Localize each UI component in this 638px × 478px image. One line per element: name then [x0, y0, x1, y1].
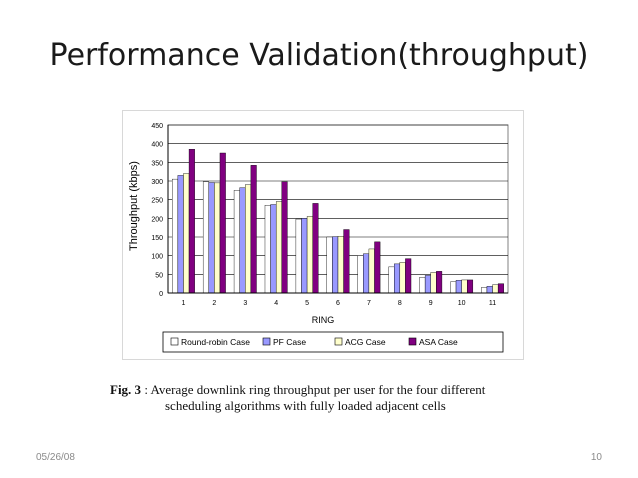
bar [388, 266, 395, 294]
footer-page-number: 10 [590, 452, 602, 463]
bar [326, 236, 333, 294]
bar [214, 182, 221, 294]
axis-layer: 0 50 100 150 200 250 300 350 400 450 1 2 3 4 5 6 7 8 9 10 11 [151, 123, 508, 307]
bar [250, 165, 257, 294]
bar [177, 175, 184, 294]
bar [208, 182, 215, 294]
bar [374, 241, 381, 294]
legend-swatch [408, 337, 417, 346]
x-tick-label: 8 [398, 300, 402, 307]
bar [245, 184, 252, 294]
legend-swatch [334, 337, 343, 346]
figure-caption: Fig. 3 : Average downlink ring throughpu… [110, 382, 550, 414]
bar [363, 253, 370, 294]
bar [455, 280, 462, 294]
bars-layer [172, 149, 504, 294]
bar [368, 248, 375, 294]
y-tick-label: 200 [151, 216, 163, 223]
x-tick-label: 6 [336, 300, 340, 307]
bar [486, 286, 493, 294]
caption-figure-number: Fig. 3 [110, 382, 142, 397]
y-tick-label: 300 [151, 179, 163, 186]
legend: Round-robin Case PF Case ACG Case ASA Case [162, 331, 504, 353]
legend-label: ASA Case [419, 337, 458, 347]
bar [233, 190, 240, 294]
x-tick-label: 11 [489, 300, 496, 307]
bar [332, 236, 339, 294]
bar [394, 263, 401, 294]
throughput-bar-chart: 0 50 100 150 200 250 300 350 400 450 1 2 3 4 5 6 7 8 9 10 11… [128, 123, 509, 353]
bar [481, 287, 488, 294]
y-tick-label: 450 [151, 123, 163, 130]
caption-line-1: : Average downlink ring throughput per u… [141, 382, 486, 397]
bar [270, 204, 277, 294]
bar [295, 218, 302, 294]
bar [202, 181, 209, 294]
bar [497, 283, 504, 294]
y-tick-label: 100 [151, 254, 163, 261]
bar [436, 271, 443, 294]
bar [264, 205, 271, 294]
x-tick-label: 5 [305, 300, 309, 307]
x-tick-label: 1 [182, 300, 186, 307]
bar [492, 284, 499, 294]
bar [343, 229, 350, 294]
y-tick-label: 400 [151, 142, 163, 149]
bar [239, 187, 246, 294]
bar [357, 255, 364, 294]
bar [467, 279, 474, 294]
bar [399, 262, 406, 294]
bar [219, 152, 226, 294]
bar [419, 277, 426, 294]
legend-box [162, 331, 504, 353]
bar [183, 173, 190, 294]
x-tick-label: 2 [212, 300, 216, 307]
y-tick-label: 250 [151, 198, 163, 205]
y-tick-label: 150 [151, 235, 163, 242]
legend-swatch [170, 337, 179, 346]
footer-date: 05/26/08 [36, 452, 75, 463]
bar [450, 281, 457, 294]
bar [430, 272, 437, 294]
bar [461, 279, 468, 294]
legend-label: ACG Case [345, 337, 386, 347]
x-tick-label: 9 [429, 300, 433, 307]
bar [306, 216, 313, 294]
legend-label: Round-robin Case [181, 337, 250, 347]
y-tick-label: 0 [159, 291, 163, 298]
x-tick-label: 10 [458, 300, 466, 307]
y-tick-label: 350 [151, 160, 163, 167]
slide-title: Performance Validation(throughput) [49, 38, 589, 73]
legend-label: PF Case [273, 337, 306, 347]
bar [275, 201, 282, 294]
bar [188, 149, 195, 294]
x-tick-label: 7 [367, 300, 371, 307]
x-tick-label: 3 [243, 300, 247, 307]
bar [172, 178, 179, 294]
bar [281, 181, 288, 294]
bar [301, 218, 308, 294]
bar [312, 203, 319, 294]
legend-swatch [262, 337, 271, 346]
x-axis-label: RING [312, 315, 335, 325]
chart-figure: 0 50 100 150 200 250 300 350 400 450 1 2 3 4 5 6 7 8 9 10 11… [122, 110, 524, 360]
bar [424, 275, 431, 294]
caption-line-2: scheduling algorithms with fully loaded … [165, 398, 446, 413]
y-tick-label: 50 [155, 272, 163, 279]
bar [405, 258, 412, 294]
y-axis-label: Throughput (kbps) [128, 161, 140, 251]
x-tick-label: 4 [274, 300, 278, 307]
bar [337, 236, 344, 294]
